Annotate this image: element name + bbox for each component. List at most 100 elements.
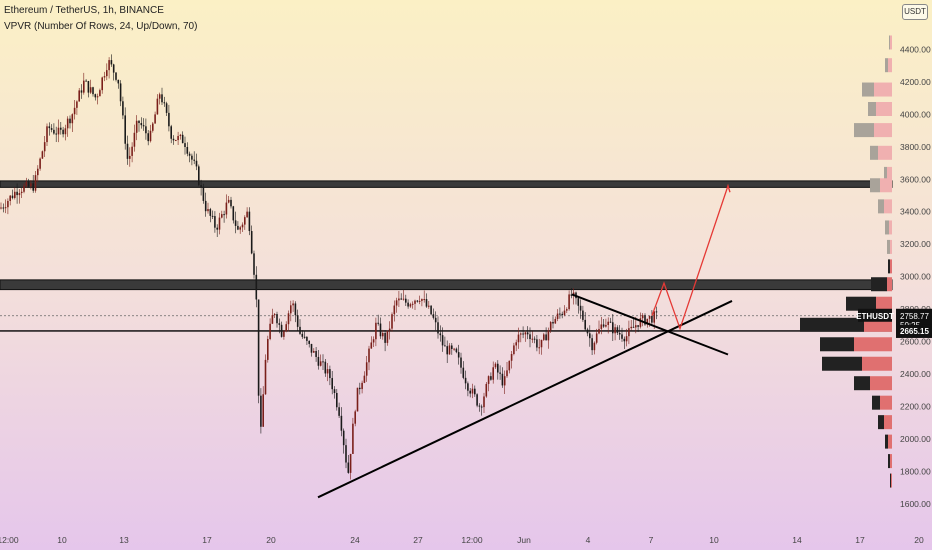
candle-body-195 <box>448 345 451 355</box>
candle-body-119 <box>273 314 276 316</box>
vp-down-bar-11 <box>888 259 890 274</box>
candle-body-126 <box>290 305 292 314</box>
candle-body-224 <box>515 342 517 346</box>
candle-body-22 <box>50 128 53 130</box>
candle-body-101 <box>232 206 235 221</box>
candle-body-63 <box>145 126 147 134</box>
x-tick-label-0: 12:00 <box>0 535 19 545</box>
candle-body-14 <box>32 183 34 191</box>
candle-body-247 <box>568 294 570 310</box>
vp-down-bar-6 <box>884 166 887 181</box>
currency-badge[interactable]: USDT <box>902 4 928 20</box>
candle-body-78 <box>179 134 182 136</box>
candle-body-220 <box>506 370 508 377</box>
candle-body-252 <box>579 305 582 311</box>
y-tick-label-7: 3000.00 <box>900 272 931 282</box>
y-tick-label-13: 4200.00 <box>900 77 931 87</box>
candle-body-276 <box>635 325 637 328</box>
vp-up-bar-16 <box>862 356 892 371</box>
candle-body-225 <box>517 334 520 343</box>
ascending-trendline <box>317 300 733 499</box>
candle-body-270 <box>621 334 623 339</box>
candle-body-55 <box>126 143 129 159</box>
candle-body-134 <box>308 340 310 344</box>
candle-body-157 <box>361 382 363 390</box>
candle-body-206 <box>474 388 476 395</box>
candle-body-148 <box>340 415 343 431</box>
candle-body-179 <box>411 303 414 305</box>
candle-body-115 <box>264 359 267 395</box>
candle-body-26 <box>60 127 62 130</box>
candle-body-9 <box>20 191 23 194</box>
candle-body-274 <box>630 326 632 329</box>
candle-body-110 <box>253 253 255 275</box>
candle-body-44 <box>101 77 103 91</box>
candle-body-17 <box>39 158 41 169</box>
candle-body-191 <box>439 333 442 336</box>
candle-body-114 <box>262 394 264 427</box>
candle-body-280 <box>644 315 646 325</box>
candle-body-172 <box>395 300 398 306</box>
candle-body-128 <box>294 303 297 316</box>
candle-body-211 <box>485 383 488 397</box>
vp-up-bar-10 <box>890 239 892 254</box>
y-tick-label-0: 1600.00 <box>900 499 931 509</box>
candle-body-256 <box>589 333 591 339</box>
candle-body-97 <box>223 214 225 216</box>
candle-body-72 <box>165 103 168 113</box>
candle-body-43 <box>99 90 101 97</box>
candle-body-222 <box>510 354 513 361</box>
vp-up-bar-0 <box>890 35 892 50</box>
candle-body-213 <box>490 376 492 380</box>
candle-body-90 <box>207 209 209 212</box>
candle-body-144 <box>331 378 333 390</box>
y-tick-label-8: 3200.00 <box>900 239 931 249</box>
candle-body-118 <box>271 315 274 324</box>
candle-body-152 <box>349 453 352 473</box>
candle-body-177 <box>407 302 409 307</box>
candle-body-1 <box>2 207 5 209</box>
candle-body-210 <box>483 396 485 408</box>
candle-body-215 <box>494 363 497 368</box>
candle-body-240 <box>552 321 554 324</box>
vp-up-bar-2 <box>874 82 892 97</box>
candle-body-283 <box>651 315 653 323</box>
vp-up-bar-6 <box>887 166 892 181</box>
candle-body-120 <box>276 314 278 324</box>
marked-level-tag <box>896 324 932 338</box>
candle-body-162 <box>372 339 375 343</box>
y-tick-label-3: 2200.00 <box>900 401 931 411</box>
candle-body-277 <box>637 325 639 327</box>
vp-down-bar-10 <box>887 239 890 254</box>
candle-body-246 <box>566 309 568 311</box>
candle-body-82 <box>188 153 191 156</box>
candle-body-102 <box>234 220 237 226</box>
x-tick-label-4: 20 <box>266 535 276 545</box>
vp-up-bar-13 <box>876 296 892 311</box>
candle-body-117 <box>269 323 271 340</box>
candle-body-76 <box>175 140 177 142</box>
candle-body-124 <box>285 324 287 332</box>
candle-body-86 <box>198 166 200 186</box>
candle-body-71 <box>163 102 166 104</box>
resistance-zone-0 <box>0 180 893 188</box>
candle-body-161 <box>370 342 373 349</box>
candle-body-94 <box>216 227 218 230</box>
level-lines <box>0 315 892 332</box>
candle-body-154 <box>354 411 356 424</box>
vp-down-bar-17 <box>854 376 870 391</box>
candle-body-77 <box>177 135 179 141</box>
candle-body-25 <box>57 127 60 135</box>
candle-body-20 <box>46 126 48 143</box>
candle-body-268 <box>616 327 619 333</box>
candle-body-38 <box>87 81 90 93</box>
candle-body-229 <box>526 332 529 335</box>
candle-body-4 <box>9 195 11 201</box>
vp-down-bar-1 <box>885 58 888 73</box>
candle-body-208 <box>478 405 481 407</box>
candles <box>0 54 658 480</box>
candle-body-11 <box>25 181 28 186</box>
x-tick-label-3: 17 <box>202 535 212 545</box>
candle-body-40 <box>92 87 94 95</box>
